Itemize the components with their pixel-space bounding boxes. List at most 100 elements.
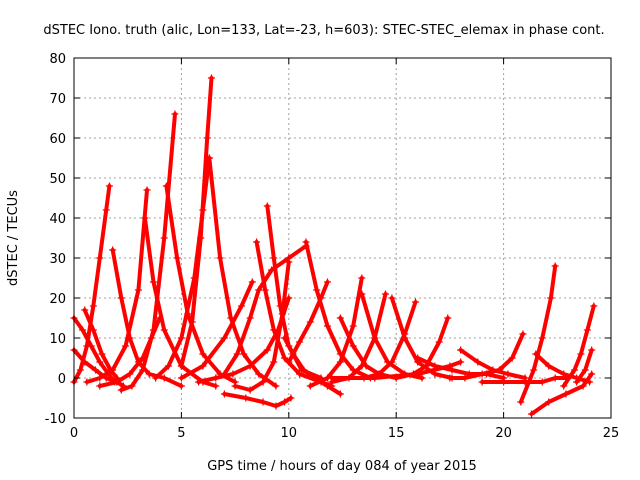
data-point [240,350,248,358]
data-series [328,358,465,382]
data-point [216,254,224,262]
data-point [371,334,379,342]
data-point [270,326,278,334]
data-point [184,310,192,318]
data-point [121,342,130,350]
data-point [139,354,147,362]
data-point [381,290,390,298]
data-point [203,134,211,142]
data-point [276,302,284,310]
data-point [489,366,497,374]
data-point [431,362,439,370]
series-trace [72,184,112,384]
data-point [285,294,293,302]
data-point [444,314,452,322]
grid [74,58,611,418]
data-point [435,338,443,346]
data-point [246,386,254,394]
data-point [551,262,559,270]
data-point [545,398,553,406]
data-point [113,378,121,386]
data-point [177,374,186,382]
data-point [231,382,239,390]
data-point [242,394,250,402]
data-point [252,238,261,246]
data-point [446,374,454,382]
series-trace [222,392,293,408]
data-point [227,314,235,322]
data-point [205,154,213,162]
x-tick-label: 25 [603,426,620,441]
data-point [310,374,319,382]
data-series [109,246,186,390]
data-series [220,390,295,410]
data-point [177,334,186,342]
data-point [508,354,516,362]
data-point [89,326,97,334]
data-point [263,202,271,210]
data-point [499,378,508,386]
x-tick-label: 10 [281,426,298,441]
data-point [317,294,325,302]
data-point [519,330,527,338]
chart-title: dSTEC Iono. truth (alic, Lon=133, Lat=-2… [43,23,604,38]
data-point [212,382,220,390]
data-point [102,206,110,214]
data-point [527,410,536,418]
data-point [151,374,160,382]
data-point [96,254,104,262]
data-point [414,354,422,362]
data-point [272,382,280,390]
series-trace [254,240,334,388]
data-series [517,262,559,406]
data-series-group [70,74,598,418]
data-point [162,182,171,190]
data-point [551,374,559,382]
data-point [532,350,540,358]
data-point [81,358,89,366]
data-series [177,278,256,382]
data-point [248,278,256,286]
data-point [160,326,168,334]
data-point [143,186,151,194]
series-trace [84,188,149,384]
y-tick-label: 70 [49,92,66,107]
data-point [263,346,271,354]
data-point [570,366,579,374]
data-point [128,382,136,390]
data-point [588,370,596,378]
data-point [300,366,308,374]
data-point [478,378,486,386]
data-point [581,366,589,374]
data-point [306,382,314,390]
data-point [173,254,181,262]
series-trace [97,316,162,388]
data-series [456,346,529,382]
y-tick-label: 80 [49,52,66,67]
data-point [255,286,263,294]
data-point [349,342,357,350]
data-point [91,366,100,374]
data-point [323,382,332,390]
data-point [126,334,134,342]
data-point [590,302,598,310]
data-point [83,378,91,386]
data-point [295,370,304,378]
data-point [572,378,581,386]
data-point [302,238,310,246]
data-point [96,382,104,390]
y-tick-label: 20 [49,292,66,307]
data-point [259,378,267,386]
y-tick-label: 30 [49,252,66,267]
data-point [358,362,366,370]
data-point [98,350,106,358]
y-tick-label: 40 [49,212,66,227]
data-series [560,302,598,390]
data-point [583,326,592,334]
data-point [280,354,289,362]
data-point [141,214,149,222]
data-point [109,246,117,254]
data-point [96,358,104,366]
data-point [171,110,179,118]
data-point [126,370,134,378]
